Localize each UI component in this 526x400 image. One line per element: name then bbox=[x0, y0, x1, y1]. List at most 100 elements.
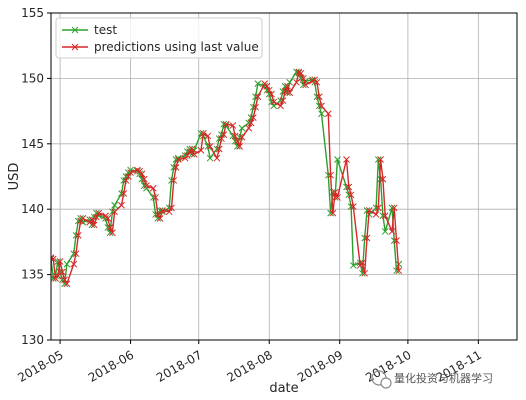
data-point bbox=[299, 75, 307, 82]
data-point bbox=[74, 232, 82, 239]
data-point bbox=[218, 135, 225, 142]
x-tick-label: 2018-09 bbox=[295, 348, 345, 385]
data-point bbox=[388, 228, 396, 235]
data-point bbox=[236, 143, 244, 150]
data-point bbox=[104, 215, 112, 222]
data-point bbox=[359, 259, 366, 267]
data-point bbox=[102, 215, 109, 222]
data-point bbox=[279, 97, 287, 104]
data-point bbox=[268, 90, 275, 98]
watermark-text: 量化投资与机器学习 bbox=[394, 371, 493, 385]
x-axis-label: date bbox=[269, 381, 298, 396]
data-point bbox=[90, 221, 98, 229]
data-point bbox=[318, 102, 325, 110]
plot-frame bbox=[50, 12, 518, 341]
data-point bbox=[286, 89, 294, 97]
data-point bbox=[390, 204, 398, 212]
data-point bbox=[109, 229, 116, 237]
legend-box bbox=[55, 17, 263, 59]
data-point bbox=[313, 78, 321, 86]
data-point bbox=[63, 260, 71, 268]
data-point bbox=[349, 262, 357, 269]
data-point bbox=[165, 208, 173, 216]
data-point bbox=[254, 80, 262, 87]
data-point bbox=[329, 209, 337, 217]
data-point bbox=[231, 132, 239, 140]
data-point bbox=[252, 103, 259, 111]
data-point bbox=[159, 207, 166, 214]
data-point bbox=[170, 177, 178, 184]
x-tick-label: 2018-07 bbox=[154, 348, 204, 385]
data-point bbox=[281, 88, 289, 95]
watermark: 量化投资与机器学习 bbox=[371, 370, 493, 389]
data-point bbox=[263, 82, 271, 90]
data-point bbox=[379, 175, 387, 183]
data-point bbox=[63, 280, 71, 288]
data-point bbox=[302, 81, 309, 89]
legend-entry: test bbox=[62, 23, 117, 37]
data-point bbox=[238, 124, 246, 132]
data-point bbox=[111, 201, 119, 209]
grid bbox=[51, 12, 517, 341]
x-tick-label: 2018-05 bbox=[15, 348, 65, 385]
x-tick-label: 2018-08 bbox=[225, 348, 275, 385]
data-point bbox=[77, 215, 84, 222]
data-point bbox=[220, 131, 228, 138]
y-tick-label: 140 bbox=[21, 202, 44, 216]
data-point bbox=[206, 143, 214, 150]
data-point bbox=[93, 213, 100, 221]
data-point bbox=[204, 132, 212, 140]
data-point bbox=[118, 201, 125, 209]
y-axis: 130 135 140 145 150 155 bbox=[21, 6, 51, 347]
data-point bbox=[222, 120, 230, 128]
data-point bbox=[238, 133, 246, 141]
chat-bubble-icon bbox=[371, 370, 392, 389]
series-1 bbox=[51, 68, 403, 288]
data-point bbox=[199, 129, 207, 137]
x-tick-label: 2018-06 bbox=[86, 348, 136, 385]
y-tick-label: 135 bbox=[21, 268, 44, 282]
data-point bbox=[143, 182, 150, 190]
series-line bbox=[51, 71, 400, 285]
data-point bbox=[363, 234, 371, 242]
data-point bbox=[229, 122, 237, 129]
data-point bbox=[184, 152, 191, 159]
data-point bbox=[324, 110, 332, 118]
y-tick-label: 145 bbox=[21, 137, 44, 151]
data-point bbox=[197, 146, 205, 154]
data-point bbox=[377, 156, 384, 163]
data-point bbox=[168, 204, 175, 212]
data-point bbox=[374, 204, 382, 212]
legend-entry: predictions using last value bbox=[62, 40, 259, 54]
y-axis-label: USD bbox=[7, 163, 22, 191]
data-point bbox=[334, 156, 341, 163]
legend-marker bbox=[71, 26, 79, 34]
data-point bbox=[88, 216, 96, 224]
data-point bbox=[372, 211, 380, 218]
data-point bbox=[59, 268, 66, 276]
data-point bbox=[174, 156, 182, 163]
data-point bbox=[79, 215, 87, 222]
data-point bbox=[334, 194, 341, 201]
legend-label: test bbox=[94, 23, 117, 37]
data-point bbox=[95, 209, 103, 217]
data-point bbox=[393, 237, 400, 244]
data-point bbox=[188, 145, 196, 153]
data-point bbox=[140, 175, 148, 183]
data-point bbox=[111, 208, 119, 216]
data-point bbox=[127, 169, 134, 176]
y-tick-label: 155 bbox=[21, 6, 44, 20]
data-point bbox=[347, 191, 355, 199]
data-point bbox=[361, 269, 369, 277]
data-point bbox=[345, 183, 353, 191]
data-point bbox=[277, 102, 284, 110]
data-point bbox=[265, 86, 273, 94]
data-point bbox=[124, 173, 132, 180]
data-point bbox=[172, 163, 180, 171]
data-point bbox=[293, 78, 300, 86]
data-point bbox=[56, 258, 64, 265]
data-point bbox=[247, 119, 255, 127]
series-layer bbox=[51, 68, 403, 288]
data-point bbox=[315, 93, 323, 101]
